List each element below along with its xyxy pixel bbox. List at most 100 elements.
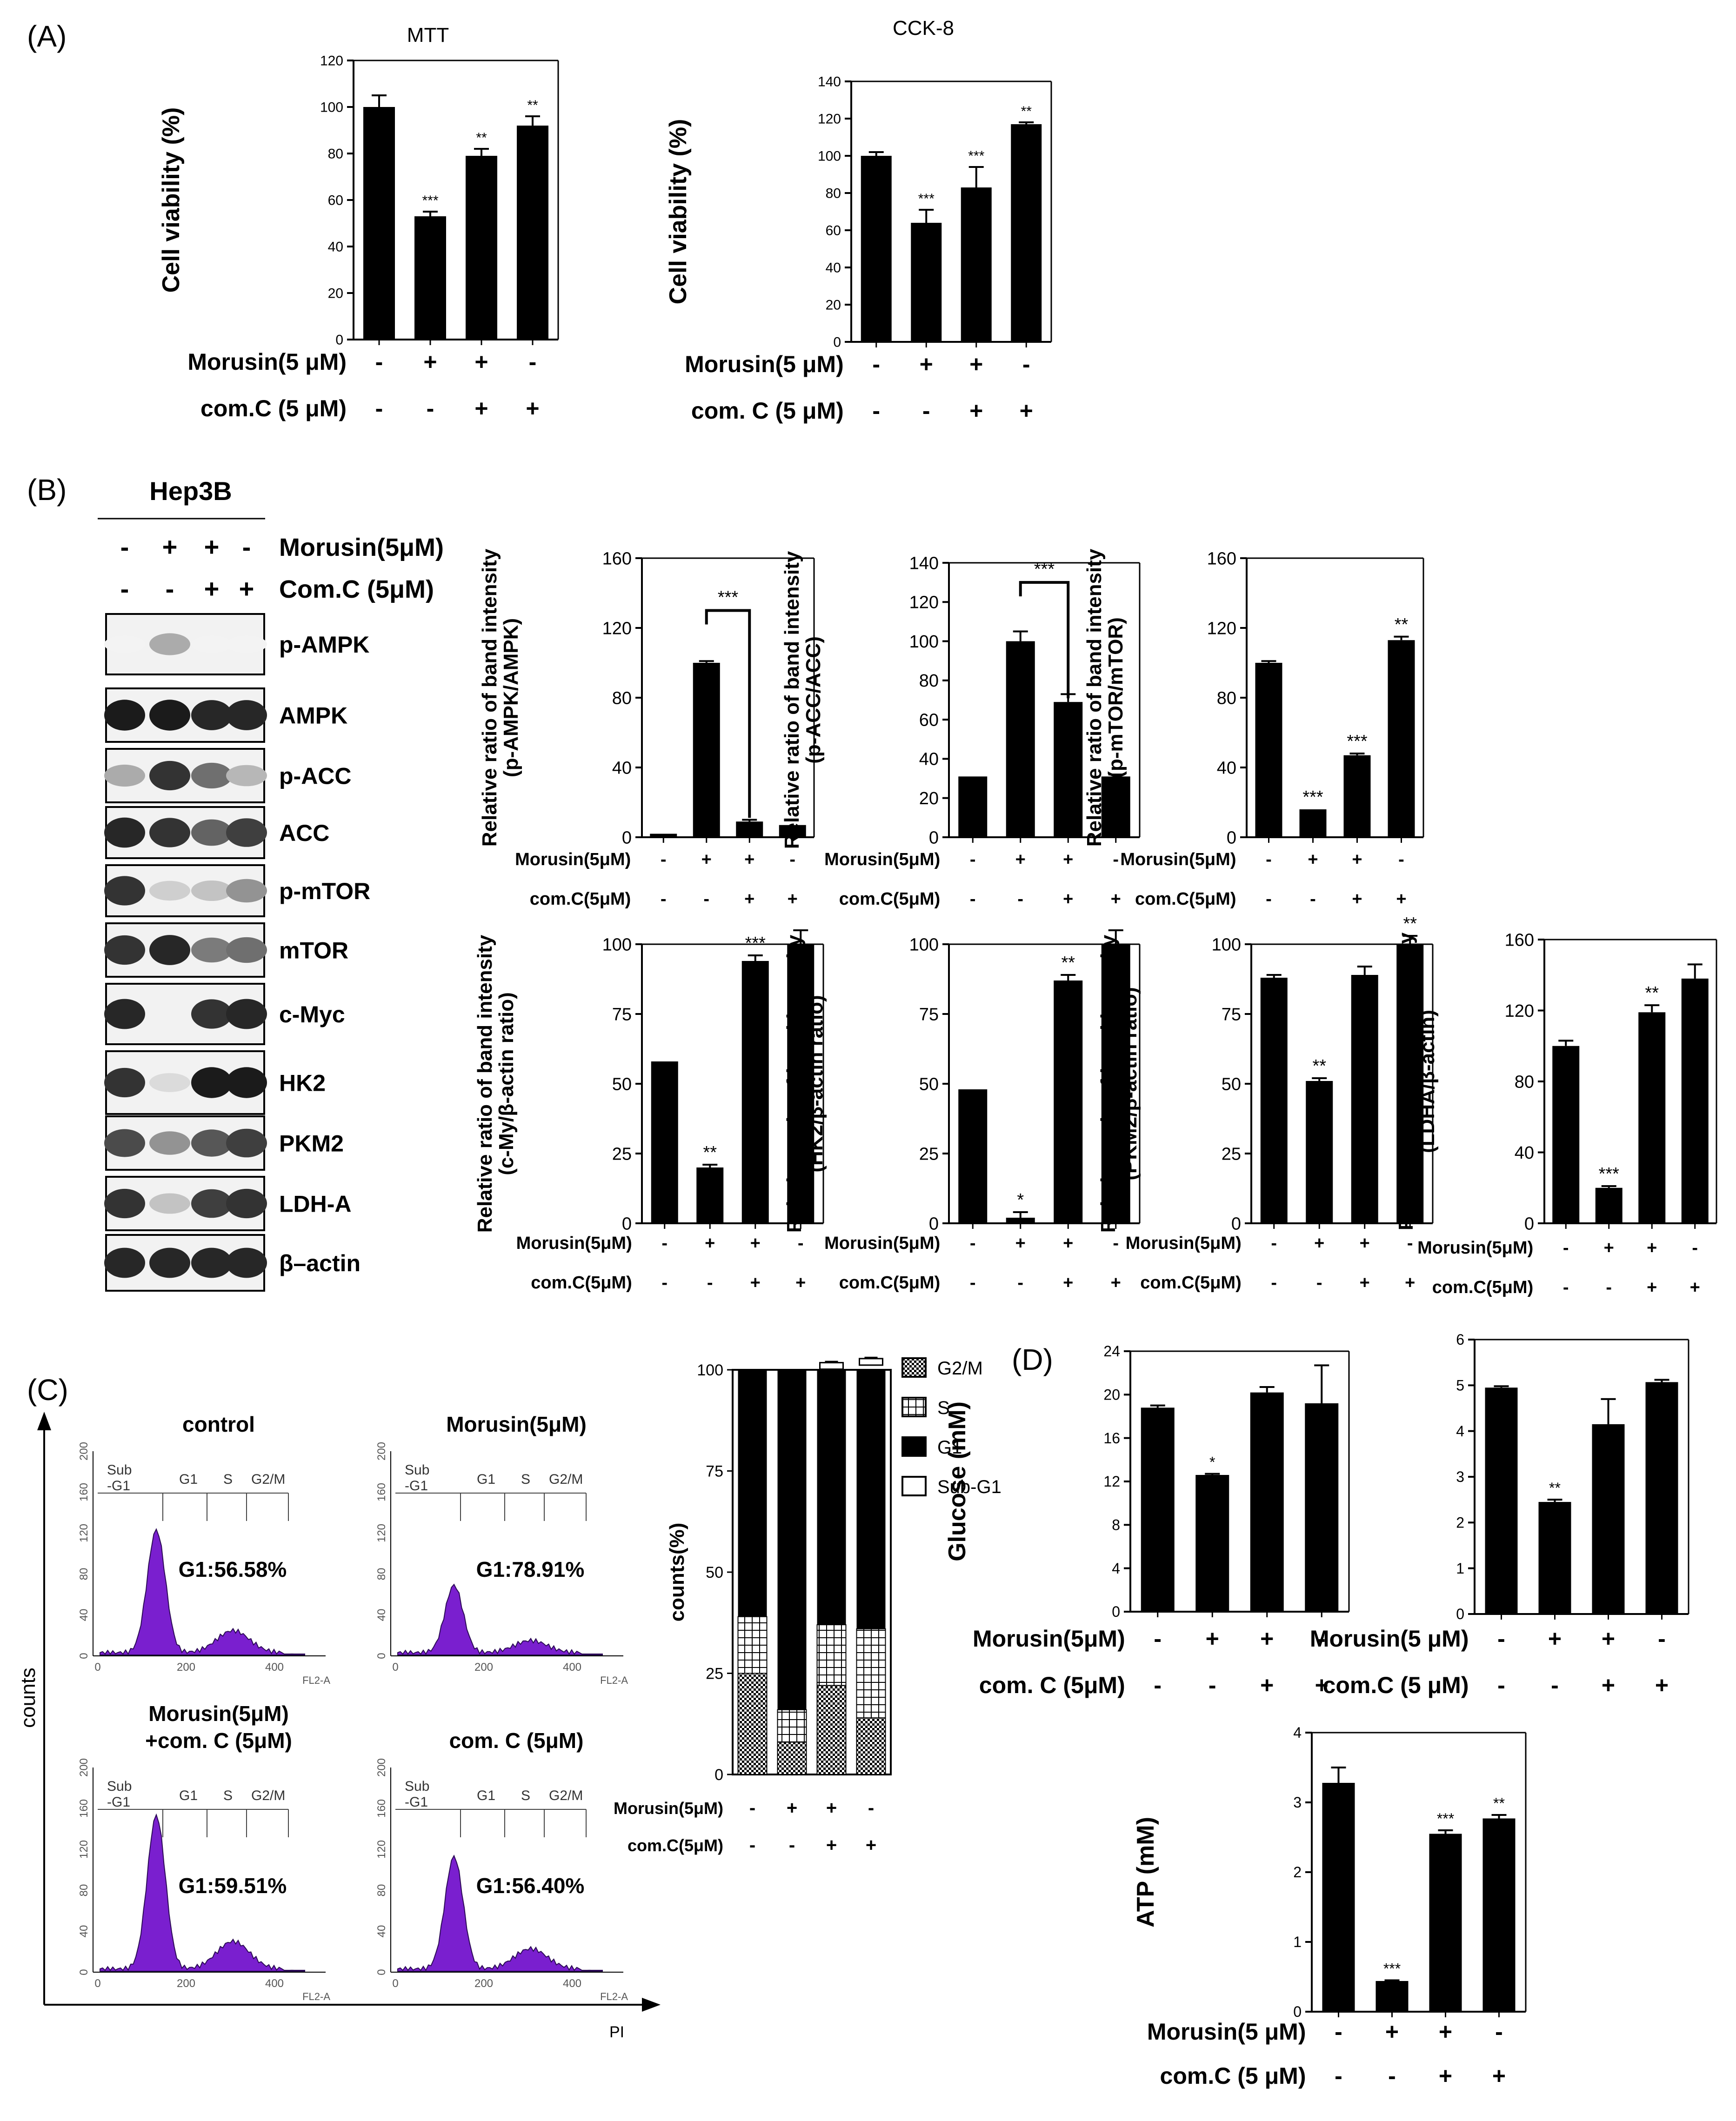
hist-y-tick: 80: [78, 1884, 90, 1897]
stack-segment-g2m: [737, 1673, 768, 1775]
treatment-sign: -: [789, 1835, 795, 1855]
treatment-sign: -: [707, 1273, 713, 1293]
treatment-sign: +: [1063, 850, 1073, 869]
treatment-sign: -: [1017, 889, 1023, 909]
hist-y-tick-label: 120: [78, 1524, 90, 1542]
y-tick-label: 40: [612, 758, 632, 778]
stack-segment-s: [816, 1624, 847, 1686]
histogram-shape: [100, 1528, 305, 1655]
y-tick-label: 80: [826, 186, 841, 201]
treatment-sign: -: [1497, 1672, 1505, 1698]
hist-x-tick-label: 400: [563, 1977, 581, 1990]
bar: [787, 944, 815, 1223]
y-tick-label: 60: [328, 193, 343, 208]
treatment-sign: -: [1209, 1672, 1216, 1698]
y-tick-label: 50: [612, 1074, 632, 1094]
hist-y-tick: 80: [375, 1884, 388, 1897]
significance-label: **: [1021, 104, 1032, 119]
treatment-sign: -: [375, 349, 383, 375]
band-label: ACC: [279, 820, 329, 846]
treatment-sign: -: [1658, 1626, 1666, 1652]
band: [104, 999, 145, 1029]
band: [104, 1129, 145, 1157]
band-label: c-Myc: [279, 1001, 345, 1027]
hist-y-tick-label: 0: [375, 1969, 388, 1975]
hist-y-tick-label: 80: [375, 1568, 388, 1581]
y-tick-label: 75: [919, 1005, 939, 1024]
bar: [861, 156, 892, 342]
treatment-sign: +: [969, 398, 983, 424]
treatment-sign: +: [969, 351, 983, 377]
y-tick-label: 40: [919, 750, 939, 769]
gate-label: Sub: [107, 1462, 132, 1478]
gate-label: Sub: [405, 1462, 429, 1478]
chart-pampk: 0 40 80 120 160 Relative ratio of band intens…: [478, 548, 815, 909]
y-axis-label: Relative ratio of band intensity(c-My/β-…: [474, 934, 518, 1233]
treatment-sign: +: [1396, 889, 1406, 909]
treatment-label: Morusin(5μM): [824, 850, 940, 869]
chart-title: MTT: [407, 24, 449, 47]
hist-x-tick-label: 400: [563, 1661, 581, 1674]
bar: [1482, 1818, 1516, 2012]
bar: [958, 776, 988, 837]
y-axis-label-line: (c-My/β-actin ratio): [495, 992, 518, 1175]
y-axis-label: Glucose (mM): [944, 1401, 971, 1561]
hist-y-tick-label: 120: [375, 1524, 388, 1542]
y-tick-label: 25: [1222, 1144, 1241, 1164]
histogram-title: Morusin(5μM): [446, 1412, 587, 1436]
band-label: p-AMPK: [279, 632, 369, 658]
bracket-label: ***: [1034, 560, 1055, 579]
treatment-sign: -: [661, 1273, 668, 1293]
y-axis-label-line: (p-AMPK/AMPK): [500, 618, 522, 777]
stack-segment-g2m: [856, 1717, 886, 1775]
band: [191, 762, 232, 789]
treatment-label: com.C (5 μM): [1323, 1672, 1469, 1698]
treatment-sign: +: [1315, 1672, 1329, 1698]
bar: [958, 1089, 988, 1223]
hist-y-tick: 160: [375, 1483, 388, 1501]
treatment-sign: -: [970, 1273, 976, 1293]
treatment-sign: -: [1113, 1234, 1119, 1253]
y-tick-label: 100: [1212, 935, 1241, 954]
treatment-sign: -: [1407, 1234, 1413, 1253]
band: [149, 1247, 190, 1278]
y-tick-label: 40: [1217, 758, 1236, 778]
hist-y-tick-label: 200: [78, 1442, 90, 1461]
y-tick-label: 12: [1103, 1473, 1120, 1490]
band: [191, 1247, 232, 1278]
bar: [693, 663, 720, 837]
treatment-label: Morusin(5μM): [1417, 1238, 1533, 1258]
panel-label-a: (A): [27, 20, 67, 53]
stack-segment-s: [856, 1628, 886, 1719]
hist-y-tick-label: 200: [375, 1442, 388, 1461]
band: [149, 935, 190, 965]
treatment-label: Morusin(5μM): [614, 1799, 723, 1818]
treatment-sign: -: [661, 889, 667, 909]
treatment-label: Morusin(5μM): [824, 1234, 940, 1253]
significance-label: ***: [1437, 1810, 1454, 1827]
band: [191, 635, 232, 653]
treatment-label: Morusin(5 μM): [1310, 1626, 1469, 1652]
chart-pacc: 0 20 40 60 80 100 120 140 Relative ratio of band…: [781, 551, 1141, 909]
treatment-sign: +: [1690, 1278, 1700, 1297]
bar: [1141, 1407, 1175, 1612]
band: [104, 764, 145, 787]
gate-label: S: [521, 1788, 530, 1803]
bar: [1299, 809, 1327, 837]
band-label: AMPK: [279, 703, 347, 729]
y-tick-label: 60: [919, 710, 939, 730]
band-label: LDH-A: [279, 1191, 352, 1217]
y-tick-label: 0: [929, 1214, 939, 1234]
band: [191, 819, 232, 846]
channel-label: FL2-A: [302, 1991, 330, 2002]
treatment-sign: +: [744, 850, 754, 869]
y-tick-label: 20: [328, 286, 343, 301]
legend-swatch: [901, 1357, 927, 1378]
band-label: p-ACC: [279, 763, 352, 789]
histogram-title: Morusin(5μM): [148, 1701, 289, 1726]
band: [191, 1067, 232, 1098]
y-axis-label: Relative ratio of band intensity(LDHA/β-…: [1395, 932, 1439, 1230]
treatment-sign: +: [1647, 1238, 1657, 1258]
